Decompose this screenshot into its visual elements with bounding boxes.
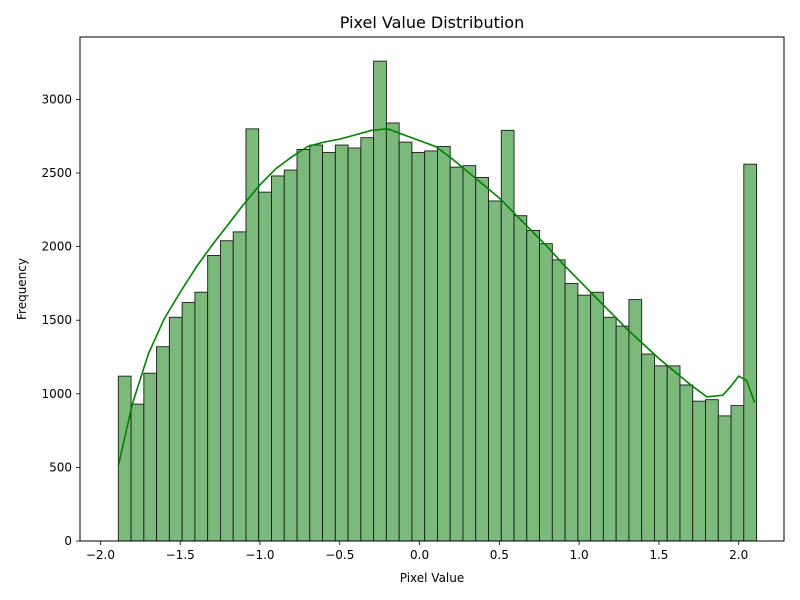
y-axis-label: Frequency [15, 258, 29, 320]
y-axis-ticks: 0 500 1000 1500 2000 2500 3000 [41, 92, 80, 548]
histogram-bar [283, 169, 298, 542]
x-tick-label: −2.0 [86, 548, 115, 562]
x-tick-label: 0.5 [490, 548, 509, 562]
histogram-bar [347, 147, 362, 542]
histogram-bar [232, 231, 247, 542]
histogram-bar [539, 243, 553, 542]
y-tick-label: 0 [64, 534, 72, 548]
y-tick-label: 1000 [41, 387, 72, 401]
histogram-bar [602, 316, 617, 542]
histogram-bar [271, 175, 285, 542]
histogram-bar [730, 405, 745, 542]
x-tick-label: −0.5 [325, 548, 354, 562]
histogram-bar [551, 259, 566, 542]
histogram-bar [641, 353, 655, 542]
histogram-bar [411, 151, 426, 542]
histogram-bar [692, 400, 706, 542]
histogram-bar [653, 365, 668, 542]
histogram-bar [360, 137, 375, 542]
y-tick-label: 2000 [41, 240, 72, 254]
histogram-bar [398, 141, 413, 542]
histogram-bar [258, 191, 272, 542]
histogram-bar [449, 166, 464, 542]
x-tick-label: 1.5 [649, 548, 668, 562]
histogram-bar [130, 403, 145, 542]
kde-curve [117, 128, 756, 467]
histogram-bar [219, 240, 234, 542]
x-tick-label: −1.0 [245, 548, 274, 562]
plot-frame [79, 36, 785, 542]
histogram-bar [615, 325, 630, 542]
histogram-bar [309, 144, 324, 542]
x-axis-ticks: −2.0 −1.5 −1.0 −0.5 0.0 0.5 1.0 1.5 2.0 [86, 541, 748, 562]
y-tick-label: 1500 [41, 313, 72, 327]
y-tick-label: 2500 [41, 166, 72, 180]
histogram-bar [245, 128, 260, 542]
histogram-bar [666, 365, 681, 542]
histogram-bar [168, 316, 183, 542]
histogram-bar [436, 146, 451, 542]
histogram-bar [564, 282, 579, 542]
histogram-bar [156, 346, 170, 542]
histogram-bar [577, 294, 592, 542]
histogram-bar [424, 150, 438, 542]
histogram-bar [743, 163, 758, 542]
y-tick-label: 3000 [41, 92, 72, 106]
histogram-bar [194, 291, 209, 542]
histogram-bar [705, 399, 719, 542]
x-tick-label: 0.0 [410, 548, 429, 562]
histogram-bar [590, 291, 604, 542]
histogram-bar [385, 122, 400, 542]
histogram-bar [462, 165, 477, 542]
histogram-bar [500, 129, 515, 542]
histogram-bar [296, 149, 311, 542]
histogram-bar [513, 215, 528, 542]
x-tick-label: −1.5 [166, 548, 195, 562]
histogram-bar [488, 200, 502, 542]
y-tick-label: 500 [49, 460, 72, 474]
histogram-bar [322, 151, 336, 542]
histogram-bar [334, 144, 349, 542]
chart-title: Pixel Value Distribution [340, 13, 524, 32]
histogram-bar [526, 229, 541, 542]
x-axis-label: Pixel Value [400, 571, 465, 585]
x-tick-label: 1.0 [570, 548, 589, 562]
histogram-bar [679, 384, 694, 542]
histogram-bar [207, 254, 221, 542]
histogram-bar [181, 302, 196, 542]
histogram-bar [475, 176, 489, 542]
histogram-bar [143, 372, 158, 542]
histogram-bar [373, 60, 387, 542]
x-tick-label: 2.0 [729, 548, 748, 562]
histogram-bar [717, 415, 732, 542]
